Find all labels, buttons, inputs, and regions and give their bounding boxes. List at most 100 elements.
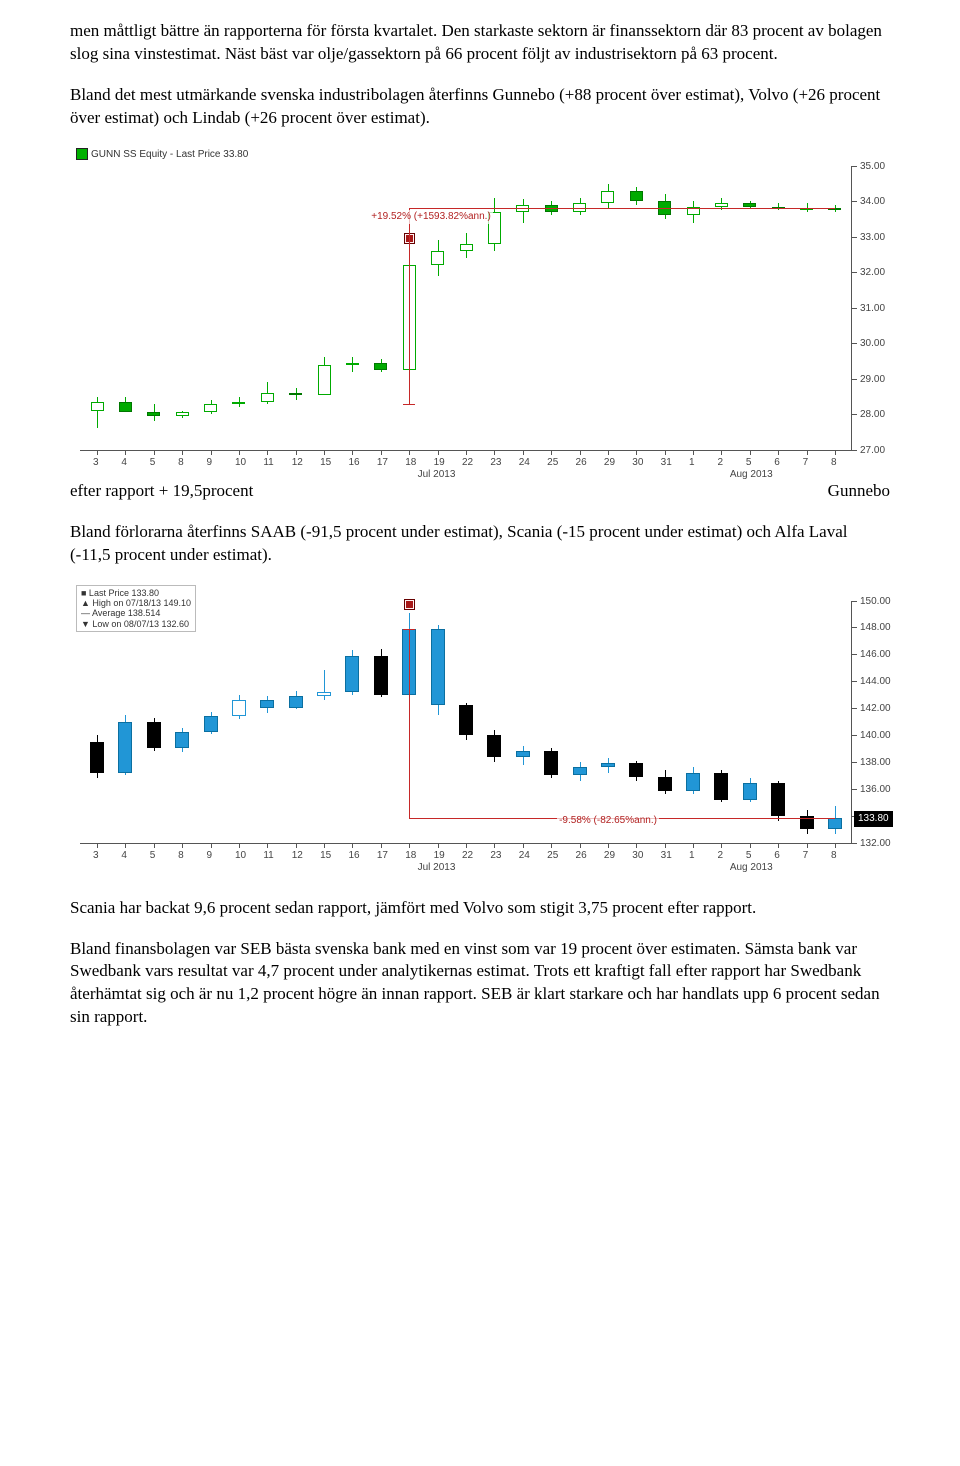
x-tick-label: 29 [604, 456, 615, 470]
candle [91, 402, 104, 411]
candle [289, 696, 303, 708]
x-tick-label: 11 [263, 456, 273, 470]
x-tick-label: 10 [235, 849, 246, 863]
x-tick-label: 16 [348, 456, 359, 470]
x-tick-label: 24 [519, 849, 530, 863]
x-section-label: Jul 2013 [418, 861, 456, 875]
candle [629, 763, 643, 776]
body-paragraph: Scania har backat 9,6 procent sedan rapp… [70, 897, 890, 920]
body-paragraph: Bland det mest utmärkande svenska indust… [70, 84, 890, 130]
candle [317, 692, 331, 696]
candle [460, 244, 473, 251]
x-tick-label: 4 [121, 849, 127, 863]
candle [743, 203, 756, 207]
candle [147, 412, 160, 416]
candle [147, 722, 161, 749]
x-tick-label: 30 [632, 849, 643, 863]
x-tick-label: 9 [207, 456, 213, 470]
candle [544, 751, 558, 775]
chart1-caption-row: Gunnebo efter rapport + 19,5procent [70, 480, 890, 503]
y-tick-label: 32.00 [860, 266, 885, 280]
candle [260, 700, 274, 708]
x-tick-label: 23 [490, 456, 501, 470]
candle [771, 783, 785, 815]
y-tick-label: 136.00 [860, 783, 891, 797]
x-tick-label: 30 [632, 456, 643, 470]
y-tick-label: 28.00 [860, 408, 885, 422]
candle [289, 393, 302, 395]
candle [630, 191, 643, 202]
x-tick-label: 5 [150, 456, 156, 470]
x-section-label: Jul 2013 [418, 468, 456, 482]
x-tick-label: 31 [661, 456, 672, 470]
candle [119, 402, 132, 413]
candle [374, 363, 387, 370]
candle [828, 818, 842, 829]
y-tick-label: 150.00 [860, 595, 891, 609]
x-tick-label: 6 [774, 849, 780, 863]
x-tick-label: 29 [604, 849, 615, 863]
candle [686, 773, 700, 792]
body-paragraph: Bland förlorarna återfinns SAAB (-91,5 p… [70, 521, 890, 567]
x-tick-label: 18 [405, 456, 416, 470]
y-tick-label: 31.00 [860, 302, 885, 316]
x-tick-label: 24 [519, 456, 530, 470]
x-tick-label: 5 [150, 849, 156, 863]
x-tick-label: 18 [405, 849, 416, 863]
y-tick-label: 35.00 [860, 160, 885, 174]
scania-chart: 132.00134.00136.00138.00140.00142.00144.… [70, 585, 890, 875]
y-tick-label: 140.00 [860, 729, 891, 743]
body-paragraph: Bland finansbolagen var SEB bästa svensk… [70, 938, 890, 1030]
x-tick-label: 10 [235, 456, 246, 470]
gunnebo-chart: 27.0028.0029.0030.0031.0032.0033.0034.00… [70, 148, 890, 478]
candle [431, 251, 444, 265]
x-tick-label: 12 [292, 456, 303, 470]
candle [601, 763, 615, 767]
x-tick-label: 25 [547, 849, 558, 863]
candle [714, 773, 728, 800]
candle [658, 777, 672, 792]
candle [516, 751, 530, 756]
y-tick-label: 142.00 [860, 702, 891, 716]
candle [346, 363, 359, 365]
x-tick-label: 26 [576, 849, 587, 863]
x-section-label: Aug 2013 [730, 861, 773, 875]
candle [176, 412, 189, 416]
chart-legend: GUNN SS Equity - Last Price 33.80 [76, 148, 248, 162]
body-paragraph: men måttligt bättre än rapporterna för f… [70, 20, 890, 66]
x-tick-label: 15 [320, 456, 331, 470]
y-tick-label: 132.00 [860, 837, 891, 851]
candle [743, 783, 757, 799]
last-price-flag: 133.80 [854, 811, 893, 827]
y-tick-label: 148.00 [860, 621, 891, 635]
candle [90, 742, 104, 773]
x-tick-label: 22 [462, 849, 473, 863]
x-tick-label: 8 [831, 849, 837, 863]
x-tick-label: 15 [320, 849, 331, 863]
x-tick-label: 1 [689, 456, 695, 470]
candle [374, 656, 388, 695]
x-tick-label: 12 [292, 849, 303, 863]
x-tick-label: 11 [263, 849, 273, 863]
x-tick-label: 8 [178, 849, 184, 863]
candle [175, 732, 189, 748]
x-tick-label: 31 [661, 849, 672, 863]
chart1-caption-left: efter rapport + 19,5procent [70, 481, 253, 500]
y-tick-label: 33.00 [860, 231, 885, 245]
candle [318, 365, 331, 395]
x-tick-label: 2 [717, 849, 723, 863]
x-tick-label: 8 [178, 456, 184, 470]
x-tick-label: 3 [93, 849, 99, 863]
candle [459, 705, 473, 735]
candle [261, 393, 274, 402]
y-tick-label: 34.00 [860, 195, 885, 209]
candle [601, 191, 614, 203]
y-tick-label: 138.00 [860, 756, 891, 770]
y-tick-label: 27.00 [860, 444, 885, 458]
x-tick-label: 23 [490, 849, 501, 863]
x-tick-label: 25 [547, 456, 558, 470]
x-tick-label: 7 [803, 456, 809, 470]
y-axis [851, 601, 852, 843]
x-tick-label: 4 [121, 456, 127, 470]
candle [573, 767, 587, 775]
